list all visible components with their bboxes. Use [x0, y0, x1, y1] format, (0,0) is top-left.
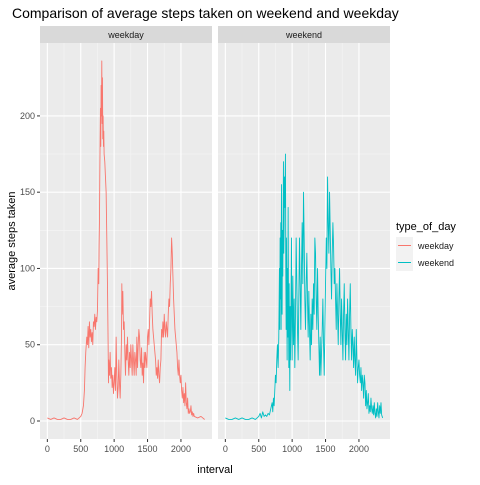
y-tick-label: 0 — [30, 416, 35, 426]
legend-label-weekend: weekend — [417, 258, 454, 268]
y-tick-label: 100 — [20, 263, 35, 273]
facet-strip-weekday — [40, 26, 212, 43]
x-tick-label: 2000 — [171, 444, 191, 454]
x-axis-label: interval — [197, 464, 232, 476]
series-lines — [47, 60, 384, 420]
series-line-weekend — [225, 153, 384, 420]
chart-title: Comparison of average steps taken on wee… — [12, 5, 399, 21]
y-tick-label: 200 — [20, 111, 35, 121]
x-tick-label: 0 — [223, 444, 228, 454]
facet-label-weekday: weekday — [107, 30, 144, 40]
legend-title: type_of_day — [396, 221, 456, 233]
x-tick-label: 2000 — [349, 444, 369, 454]
x-tick-label: 1500 — [138, 444, 158, 454]
x-tick-label: 1000 — [282, 444, 302, 454]
panel-weekday-background — [40, 43, 212, 439]
x-tick-label: 1500 — [316, 444, 336, 454]
y-tick-label: 50 — [25, 340, 35, 350]
x-tick-label: 500 — [73, 444, 88, 454]
y-tick-label: 150 — [20, 187, 35, 197]
legend-label-weekday: weekday — [417, 241, 454, 251]
x-tick-label: 1000 — [104, 444, 124, 454]
series-line-weekday — [47, 60, 205, 420]
gridlines — [40, 43, 390, 439]
facet-label-weekend: weekend — [285, 30, 322, 40]
legend: type_of_day weekday weekend — [396, 221, 456, 271]
x-tick-label: 500 — [251, 444, 266, 454]
x-tick-label: 0 — [45, 444, 50, 454]
y-axis-label: average steps taken — [6, 191, 18, 290]
axes: 0 500 1000 1500 2000 0 500 1000 1500 2000 0 50 100 15… — [20, 111, 369, 454]
facet-strip-weekend — [218, 26, 390, 43]
